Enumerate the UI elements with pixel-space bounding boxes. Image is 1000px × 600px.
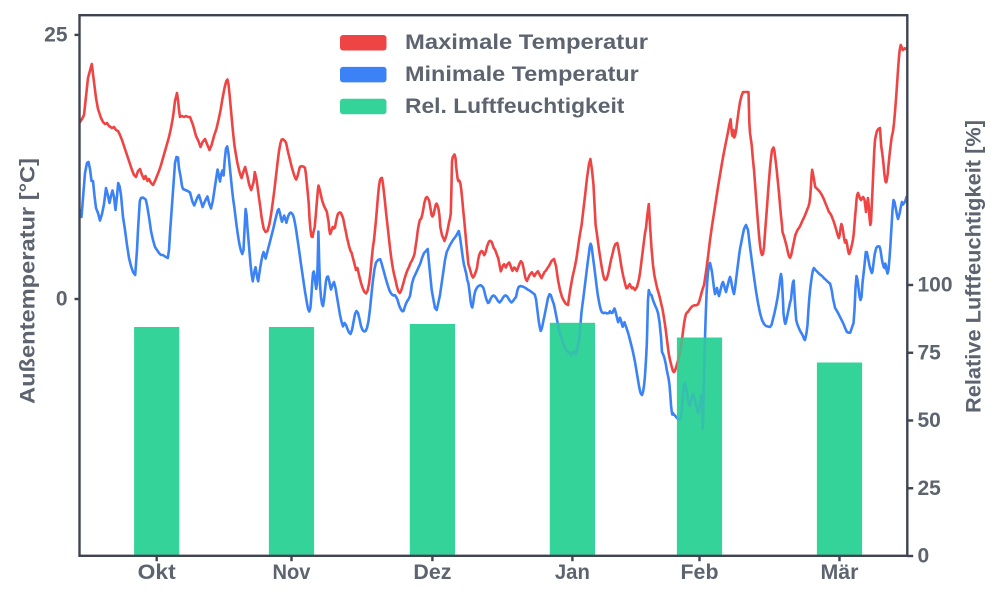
- svg-text:25: 25: [918, 477, 942, 500]
- svg-text:Okt: Okt: [138, 561, 176, 584]
- svg-text:Minimale Temperatur: Minimale Temperatur: [405, 63, 639, 86]
- svg-text:Dez: Dez: [413, 561, 451, 584]
- svg-text:Nov: Nov: [273, 561, 311, 584]
- svg-text:Feb: Feb: [681, 561, 719, 584]
- svg-text:Relative Luftfeuchtigkeit [%]: Relative Luftfeuchtigkeit [%]: [963, 120, 986, 413]
- svg-text:Mär: Mär: [821, 561, 859, 584]
- svg-text:75: 75: [918, 341, 942, 364]
- svg-text:50: 50: [918, 409, 941, 432]
- svg-text:0: 0: [918, 545, 930, 568]
- svg-text:Maximale Temperatur: Maximale Temperatur: [405, 31, 648, 54]
- svg-text:Außentemperatur [°C]: Außentemperatur [°C]: [17, 158, 40, 404]
- svg-text:Rel. Luftfeuchtigkeit: Rel. Luftfeuchtigkeit: [405, 95, 624, 118]
- svg-text:Jan: Jan: [555, 561, 590, 584]
- svg-text:0: 0: [56, 288, 68, 311]
- svg-text:25: 25: [44, 23, 68, 46]
- svg-text:100: 100: [918, 274, 953, 297]
